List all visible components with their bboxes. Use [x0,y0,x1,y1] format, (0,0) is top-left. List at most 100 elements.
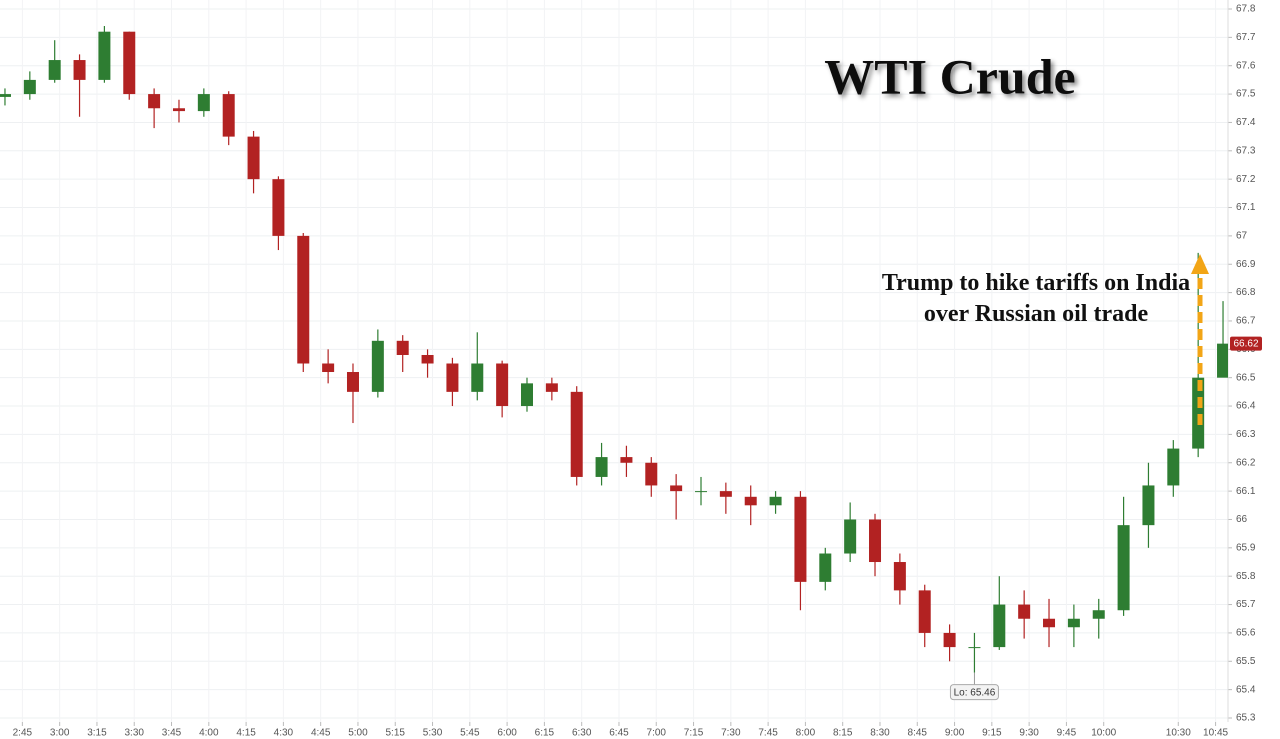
candle-body [1192,377,1205,449]
x-tick-label: 10:45 [1203,728,1228,739]
y-tick-label: 67.1 [1236,202,1256,213]
y-tick-label: 66 [1236,514,1248,525]
y-tick-label: 66.3 [1236,429,1256,440]
x-tick-label: 9:30 [1019,728,1039,739]
arrow [1191,254,1209,425]
x-tick-label: 6:15 [535,728,555,739]
candle-body [893,562,906,591]
y-tick-label: 66.8 [1236,287,1256,298]
y-tick-label: 65.8 [1236,571,1256,582]
y-tick-label: 66.9 [1236,259,1256,270]
candle-body [172,108,185,112]
x-tick-label: 10:00 [1091,728,1116,739]
y-tick-label: 65.5 [1236,656,1256,667]
x-tick-label: 6:00 [497,728,517,739]
x-tick-label: 5:00 [348,728,368,739]
y-tick-label: 67.4 [1236,117,1256,128]
candle-body [1217,343,1228,378]
x-tick-label: 10:30 [1166,728,1191,739]
x-tick-label: 7:00 [647,728,667,739]
candle-body [819,553,832,582]
y-tick-label: 65.6 [1236,628,1256,639]
price-tag [1230,336,1262,351]
candle-body [744,496,757,506]
candle-body [247,136,260,180]
candle-body [719,491,732,497]
candle-body [496,363,509,407]
low-label: Lo: 65.46 [954,687,996,698]
candle-body [545,383,558,392]
y-tick-label: 67.6 [1236,60,1256,71]
candle-body [968,647,981,649]
candle-body [645,462,658,486]
candle-body [73,60,86,80]
y-tick-label: 66.2 [1236,457,1256,468]
x-tick-label: 3:45 [162,728,182,739]
candle-body [1043,618,1056,628]
annotation: Trump to hike tariffs on India over Russ… [881,270,1191,327]
candle-body [1092,610,1105,619]
x-tick-label: 6:30 [572,728,592,739]
x-tick-label: 4:00 [199,728,219,739]
candle-body [993,604,1006,648]
candle-body [943,632,956,648]
y-tick-label: 66.4 [1236,401,1256,412]
candle-body [48,60,61,80]
candle-body [0,94,11,97]
candle-body [1067,618,1080,628]
x-tick-label: 5:30 [423,728,443,739]
candle-body [570,391,583,477]
candle-body [421,354,434,364]
candle-body [396,340,409,355]
y-tick-label: 67.8 [1236,4,1256,15]
candle-body [322,363,335,373]
candles [0,26,1228,673]
x-tick-label: 7:45 [758,728,778,739]
x-tick-label: 6:45 [609,728,629,739]
y-tick-label: 65.4 [1236,684,1256,695]
candle-body [1142,485,1155,526]
y-tick-label: 67.5 [1236,89,1256,100]
x-tick-label: 9:45 [1057,728,1077,739]
x-tick-label: 5:45 [460,728,480,739]
candle-body [620,457,633,463]
candle-body [148,94,161,109]
candle-body [1018,604,1031,619]
x-tick-label: 2:45 [13,728,33,739]
candle-body [446,363,459,392]
x-tick-label: 8:30 [870,728,890,739]
candle-body [695,491,708,493]
x-tick-label: 4:15 [236,728,256,739]
candle-body [197,94,210,112]
y-tick-label: 65.7 [1236,599,1256,610]
candle-body [520,383,533,407]
y-tick-label: 65.9 [1236,542,1256,553]
x-tick-label: 4:45 [311,728,331,739]
low-box [949,684,999,701]
x-tick-label: 5:15 [386,728,406,739]
y-tick-label: 67 [1236,231,1248,242]
y-tick-label: 66.5 [1236,372,1256,383]
candle-body [1117,525,1130,611]
candle-body [346,372,359,392]
candle-body [595,457,608,477]
candle-body [670,485,683,492]
candle-body [471,363,484,392]
y-tick-label: 66.7 [1236,316,1256,327]
y-tick-label: 67.3 [1236,145,1256,156]
candle-body [794,496,807,582]
x-tick-label: 8:00 [796,728,816,739]
candle-body [297,235,310,364]
price-tag-label: 66.62 [1233,338,1258,349]
x-tick-label: 8:15 [833,728,853,739]
candle-body [222,94,235,137]
x-tick-label: 8:45 [908,728,928,739]
candle-body [769,496,782,506]
x-tick-label: 3:15 [87,728,107,739]
candle-body [918,590,931,633]
chart-title: WTI Crude [824,48,1075,104]
candle-body [844,519,857,554]
y-tick-label: 65.3 [1236,713,1256,724]
